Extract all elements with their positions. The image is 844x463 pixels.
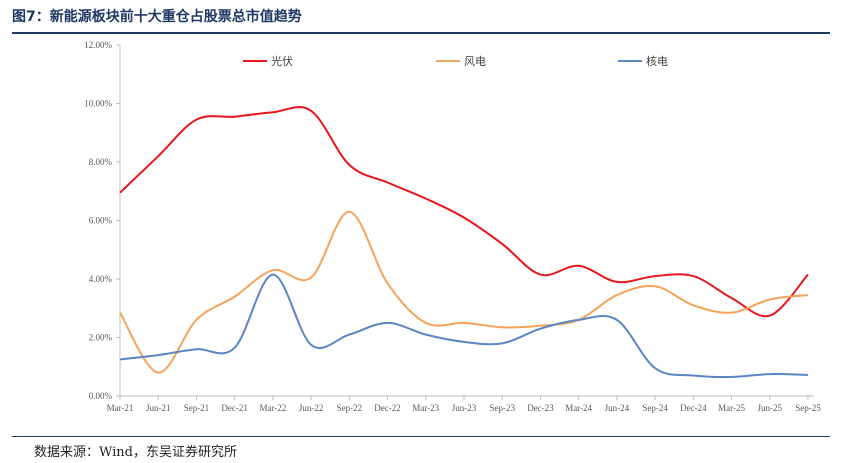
x-tick-label: Jun-25	[758, 403, 783, 413]
chart-legend: 光伏 风电 核电	[243, 54, 668, 68]
y-tick-label: 8.00%	[89, 157, 113, 167]
y-tick-label: 0.00%	[89, 391, 113, 401]
y-tick-label: 4.00%	[89, 274, 113, 284]
x-tick-label: Mar-24	[565, 403, 592, 413]
x-tick-label: Sep-23	[489, 403, 515, 413]
y-tick-label: 2.00%	[89, 333, 113, 343]
x-tick-label: Sep-22	[337, 403, 363, 413]
x-tick-label: Sep-21	[184, 403, 210, 413]
legend-label-1: 光伏	[271, 54, 293, 68]
source-rule	[12, 436, 830, 437]
x-tick-label: Sep-24	[642, 403, 668, 413]
x-tick-label: Mar-23	[412, 403, 439, 413]
x-tick-label: Mar-21	[107, 403, 134, 413]
series-line-2	[119, 210, 809, 374]
x-tick-label: Dec-22	[374, 403, 401, 413]
x-tick-label: Jun-21	[146, 403, 171, 413]
x-tick-label: Mar-25	[718, 403, 745, 413]
x-tick-label: Sep-25	[795, 403, 821, 413]
legend-label-2: 风电	[464, 55, 486, 68]
title-rule	[12, 32, 830, 34]
series-line-3	[119, 273, 809, 379]
figure-title: 图7：新能源板块前十大重仓占股票总市值趋势	[12, 9, 302, 25]
x-tick-label: Jun-22	[299, 403, 324, 413]
y-tick-label: 12.00%	[84, 40, 112, 50]
source-note: 数据来源：Wind，东吴证券研究所	[34, 445, 237, 460]
x-tick-label: Dec-21	[221, 403, 248, 413]
chart-axes: 0.00% 2.00% 4.00% 6.00% 8.00% 10.00% 12.00% Mar…	[84, 40, 821, 413]
y-tick-label: 10.00%	[84, 99, 112, 109]
series-line-1	[119, 106, 809, 318]
chart-lines	[119, 106, 809, 379]
x-tick-label: Jun-23	[452, 403, 477, 413]
legend-label-3: 核电	[646, 54, 668, 68]
x-tick-label: Dec-24	[680, 403, 707, 413]
x-tick-label: Dec-23	[527, 403, 554, 413]
x-tick-label: Mar-22	[259, 403, 286, 413]
x-tick-label: Jun-24	[605, 403, 630, 413]
y-tick-label: 6.00%	[89, 216, 113, 226]
